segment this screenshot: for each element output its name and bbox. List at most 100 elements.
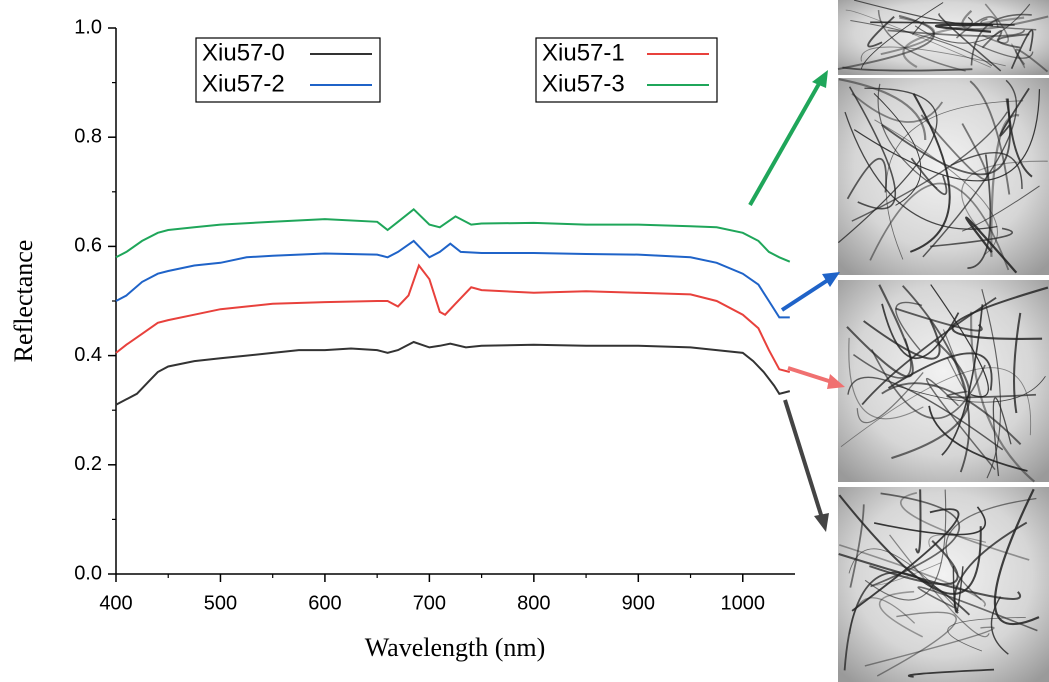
fiber xyxy=(878,590,924,638)
fiber xyxy=(845,9,991,68)
fiber xyxy=(990,114,1020,257)
fiber xyxy=(838,553,1021,600)
fiber xyxy=(967,154,992,270)
legend-box xyxy=(535,37,718,103)
fiber xyxy=(950,151,1023,189)
fiber xyxy=(915,489,922,554)
fiber xyxy=(870,21,1015,26)
micrograph-panels xyxy=(837,0,1049,682)
fiber xyxy=(850,19,993,67)
fiber xyxy=(955,16,999,39)
fiber xyxy=(849,504,865,588)
fiber xyxy=(864,489,947,601)
y-tick-label: 0.2 xyxy=(74,453,102,475)
fiber xyxy=(990,596,1009,655)
fiber xyxy=(877,83,938,189)
y-axis-title: Reflectance xyxy=(9,240,38,363)
x-tick-label: 600 xyxy=(308,592,341,614)
fiber xyxy=(852,338,912,379)
series-line xyxy=(115,207,791,263)
fiber xyxy=(902,285,971,473)
arrow-head xyxy=(822,272,840,287)
fiber xyxy=(981,3,1009,44)
arrow xyxy=(748,81,822,206)
fiber xyxy=(851,111,1008,222)
fiber xyxy=(864,626,995,667)
fiber xyxy=(902,16,1025,69)
fiber xyxy=(952,565,964,613)
fiber xyxy=(961,10,1049,31)
fiber xyxy=(945,497,1037,601)
fiber xyxy=(1014,48,1049,73)
arrow-head xyxy=(814,513,829,532)
fiber xyxy=(930,284,989,398)
fiber xyxy=(969,80,1011,195)
y-tick-label: 0.8 xyxy=(74,125,102,147)
fiber xyxy=(907,668,995,678)
fiber xyxy=(870,562,942,586)
fiber xyxy=(970,13,1032,66)
fiber xyxy=(997,33,1030,49)
fiber xyxy=(965,216,1018,274)
fiber xyxy=(925,377,996,470)
legend-label: Xiu57-3 xyxy=(542,70,625,97)
fiber xyxy=(942,329,967,392)
fiber xyxy=(860,2,944,70)
fiber xyxy=(881,382,1022,445)
fiber xyxy=(876,611,957,677)
fiber xyxy=(981,30,1003,49)
fiber xyxy=(922,79,1018,258)
fiber xyxy=(895,307,983,332)
legend-box xyxy=(195,37,381,103)
y-tick-label: 0.0 xyxy=(74,562,102,584)
fiber xyxy=(896,376,1046,403)
legend-label: Xiu57-0 xyxy=(202,39,285,66)
fiber xyxy=(1006,98,1033,178)
x-axis-title: Wavelength (nm) xyxy=(365,633,546,662)
fiber xyxy=(946,390,1037,399)
fiber xyxy=(887,29,1026,37)
fiber xyxy=(941,304,984,456)
fiber xyxy=(838,78,927,140)
fiber xyxy=(885,100,1024,260)
fiber xyxy=(853,0,973,25)
fiber xyxy=(877,9,966,72)
arrow xyxy=(783,399,824,519)
y-tick-label: 0.4 xyxy=(74,344,102,366)
micrograph xyxy=(838,0,1049,75)
series-line xyxy=(115,263,791,373)
fiber xyxy=(867,16,895,48)
fiber xyxy=(953,521,1028,614)
fiber xyxy=(869,182,1010,271)
fiber xyxy=(840,367,1032,448)
fiber xyxy=(846,157,887,200)
fiber xyxy=(1010,29,1034,69)
arrow xyxy=(787,366,833,384)
fiber xyxy=(935,23,994,33)
fiber xyxy=(869,540,959,586)
fiber xyxy=(899,491,1030,561)
arrow xyxy=(780,278,830,312)
x-tick-label: 1000 xyxy=(721,592,766,614)
legend-label: Xiu57-2 xyxy=(202,70,285,97)
arrow-head xyxy=(812,70,828,88)
fiber xyxy=(992,397,1012,477)
y-tick-label: 0.6 xyxy=(74,235,102,257)
fiber xyxy=(856,372,924,424)
x-tick-label: 900 xyxy=(622,592,655,614)
x-tick-label: 800 xyxy=(517,592,550,614)
fiber xyxy=(870,349,986,420)
fiber xyxy=(837,87,938,244)
fiber xyxy=(848,337,924,420)
fiber xyxy=(910,157,948,196)
series-line xyxy=(115,340,791,406)
fiber xyxy=(863,319,941,360)
fiber xyxy=(861,296,997,406)
fiber xyxy=(873,506,987,536)
fiber xyxy=(851,508,960,612)
fiber xyxy=(844,111,998,230)
fiber xyxy=(851,92,944,123)
fiber xyxy=(874,119,998,256)
fiber xyxy=(880,16,935,56)
